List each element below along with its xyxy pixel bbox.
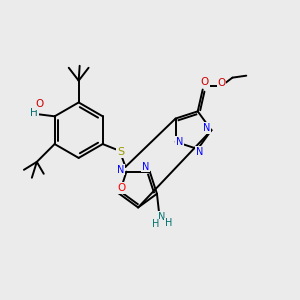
Text: N: N	[203, 123, 210, 133]
Text: O: O	[36, 99, 44, 110]
Text: O: O	[218, 78, 226, 88]
Text: H: H	[152, 220, 160, 230]
Text: S: S	[117, 147, 124, 157]
Text: N: N	[117, 165, 124, 175]
Text: H: H	[165, 218, 172, 229]
Text: O: O	[200, 76, 209, 87]
Text: N: N	[176, 137, 183, 147]
Text: N: N	[196, 147, 203, 157]
Text: N: N	[142, 162, 149, 172]
Text: O: O	[117, 183, 125, 193]
Text: N: N	[158, 212, 166, 222]
Text: H: H	[30, 108, 38, 118]
